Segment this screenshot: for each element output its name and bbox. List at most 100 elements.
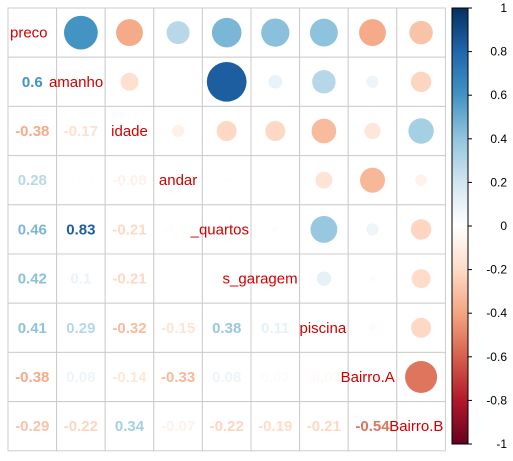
grid-cell xyxy=(7,253,58,304)
corr-circle-Bairro.A-Bairro.B xyxy=(405,360,438,394)
corr-value-Bairro.A-andar: -0.33 xyxy=(161,369,195,386)
corr-value-Bairro.A-n_garagem: 0.02 xyxy=(261,369,290,386)
corr-circle-n_quartos-piscina xyxy=(310,215,338,243)
corr-value-Bairro.B-preco: -0.29 xyxy=(15,418,49,435)
corr-value-piscina-tamanho: 0.29 xyxy=(66,320,95,337)
corr-value-piscina-idade: -0.32 xyxy=(112,320,146,337)
colorbar: 1 0.8 0.6 0.4 0.2 0 -0.2 -0.4 -0.6 -0.8 -1 xyxy=(451,1,507,451)
corr-value-Bairro.A-n_quartos: 0.08 xyxy=(212,369,241,386)
colorbar-tick-label: -0.2 xyxy=(486,263,507,277)
colorbar-tick-label: -1 xyxy=(496,437,507,451)
corr-circle-tamanho-Bairro.A xyxy=(366,75,379,88)
grid-cell xyxy=(153,253,203,304)
variable-label-preco: preco xyxy=(10,25,48,42)
corr-value-Bairro.A-idade: -0.14 xyxy=(112,369,147,386)
grid-cell xyxy=(299,401,349,452)
corr-circle-idade-Bairro.B xyxy=(408,118,434,144)
corr-circle-n_garagem-Bairro.B xyxy=(411,269,431,289)
colorbar-tick-label: -0.4 xyxy=(486,306,507,320)
corr-circle-n_garagem-Bairro.A xyxy=(369,275,376,282)
grid-cell xyxy=(56,302,106,353)
corr-circle-idade-n_garagem xyxy=(265,121,286,141)
corr-value-andar-tamanho: 0.01 xyxy=(66,172,95,189)
colorbar-tick-label: 0 xyxy=(500,219,507,233)
corr-circle-preco-Bairro.B xyxy=(409,20,433,45)
corr-value-Bairro.A-tamanho: 0.08 xyxy=(66,369,95,386)
corr-circle-preco-andar xyxy=(166,21,190,45)
grid-cell xyxy=(7,105,58,157)
corr-circle-idade-piscina xyxy=(311,118,337,144)
corr-value-n_quartos-idade: -0.21 xyxy=(112,221,146,238)
colorbar-tick-label: -0.8 xyxy=(486,393,507,407)
corr-circle-n_quartos-n_garagem xyxy=(272,226,279,233)
variable-label-piscina: piscina xyxy=(299,320,346,337)
corr-value-andar-idade: -0.08 xyxy=(112,172,146,189)
corr-value-n_quartos-andar: -0.01 xyxy=(161,221,195,238)
colorbar-tick-label: 0.4 xyxy=(490,132,507,146)
variable-label-n_quartos: _quartos xyxy=(190,221,249,238)
grid-cell xyxy=(347,351,398,403)
corr-value-Bairro.B-n_garagem: -0.19 xyxy=(258,418,292,435)
grid-cell xyxy=(201,204,252,255)
grid-cell xyxy=(104,253,155,304)
grid-cell xyxy=(250,351,301,403)
corr-value-Bairro.B-tamanho: -0.22 xyxy=(64,418,98,435)
grid-cell xyxy=(347,401,398,452)
corr-circle-idade-n_quartos xyxy=(216,121,237,141)
corr-value-n_garagem-andar: 0 xyxy=(174,271,182,288)
colorbar-gradient xyxy=(451,7,469,445)
grid-cell xyxy=(56,253,106,304)
grid-cell xyxy=(299,351,349,403)
corr-circle-preco-Bairro.A xyxy=(359,19,386,47)
grid-cell xyxy=(153,204,203,255)
variable-label-Bairro.B: Bairro.B xyxy=(389,418,443,435)
corr-value-n_quartos-tamanho: 0.83 xyxy=(66,221,95,238)
variable-label-idade: idade xyxy=(111,123,148,140)
grid-cell xyxy=(7,302,58,353)
corr-value-Bairro.B-andar: -0.07 xyxy=(161,418,195,435)
corr-value-Bairro.B-n_quartos: -0.22 xyxy=(210,418,244,435)
corr-value-Bairro.B-Bairro.A: -0.54 xyxy=(355,418,390,435)
grid-cell xyxy=(250,253,301,304)
corr-value-piscina-andar: -0.15 xyxy=(161,320,195,337)
corr-value-n_garagem-preco: 0.42 xyxy=(18,271,47,288)
corr-circle-andar-Bairro.A xyxy=(359,167,386,193)
corr-value-Bairro.B-idade: 0.34 xyxy=(115,418,145,435)
corr-circle-n_quartos-Bairro.A xyxy=(366,223,379,236)
corr-circle-preco-tamanho xyxy=(64,15,98,50)
corr-circle-piscina-Bairro.A xyxy=(368,324,377,332)
corr-value-piscina-n_quartos: 0.38 xyxy=(212,320,241,337)
corr-circle-piscina-Bairro.B xyxy=(411,317,432,338)
corr-circle-tamanho-n_quartos xyxy=(206,61,247,102)
corr-circle-n_garagem-piscina xyxy=(316,271,332,286)
grid-cell xyxy=(7,56,58,107)
corr-value-Bairro.A-preco: -0.38 xyxy=(15,369,49,386)
corr-value-piscina-preco: 0.41 xyxy=(18,320,47,337)
grid-cell xyxy=(201,401,252,452)
grid-cell xyxy=(153,401,203,452)
corr-circle-tamanho-piscina xyxy=(312,70,336,94)
grid-cell xyxy=(56,401,106,452)
colorbar-tick-label: 1 xyxy=(500,1,507,15)
corr-value-tamanho-preco: 0.6 xyxy=(22,74,43,91)
corr-circle-andar-piscina xyxy=(315,171,333,189)
corr-circle-tamanho-andar xyxy=(175,79,181,84)
grid-cell xyxy=(104,302,155,353)
corr-circle-idade-Bairro.A xyxy=(364,122,381,140)
grid-cell xyxy=(153,351,203,403)
grid-cell xyxy=(56,351,106,403)
corr-circle-preco-n_garagem xyxy=(261,18,290,47)
grid-cell xyxy=(250,401,301,452)
corr-circle-tamanho-Bairro.B xyxy=(410,71,432,93)
corr-value-piscina-n_garagem: 0.11 xyxy=(261,320,289,337)
corr-circle-idade-andar xyxy=(171,124,185,138)
colorbar-tick-label: 0.6 xyxy=(490,88,507,102)
corr-circle-preco-idade xyxy=(116,19,143,47)
grid-cell xyxy=(7,204,58,255)
corr-circle-andar-Bairro.B xyxy=(415,174,427,186)
variable-label-n_garagem: s_garagem xyxy=(223,271,298,288)
grid-cell xyxy=(7,7,58,58)
variable-label-Bairro.A: Bairro.A xyxy=(341,369,395,386)
corr-value-idade-tamanho: -0.17 xyxy=(64,123,98,140)
